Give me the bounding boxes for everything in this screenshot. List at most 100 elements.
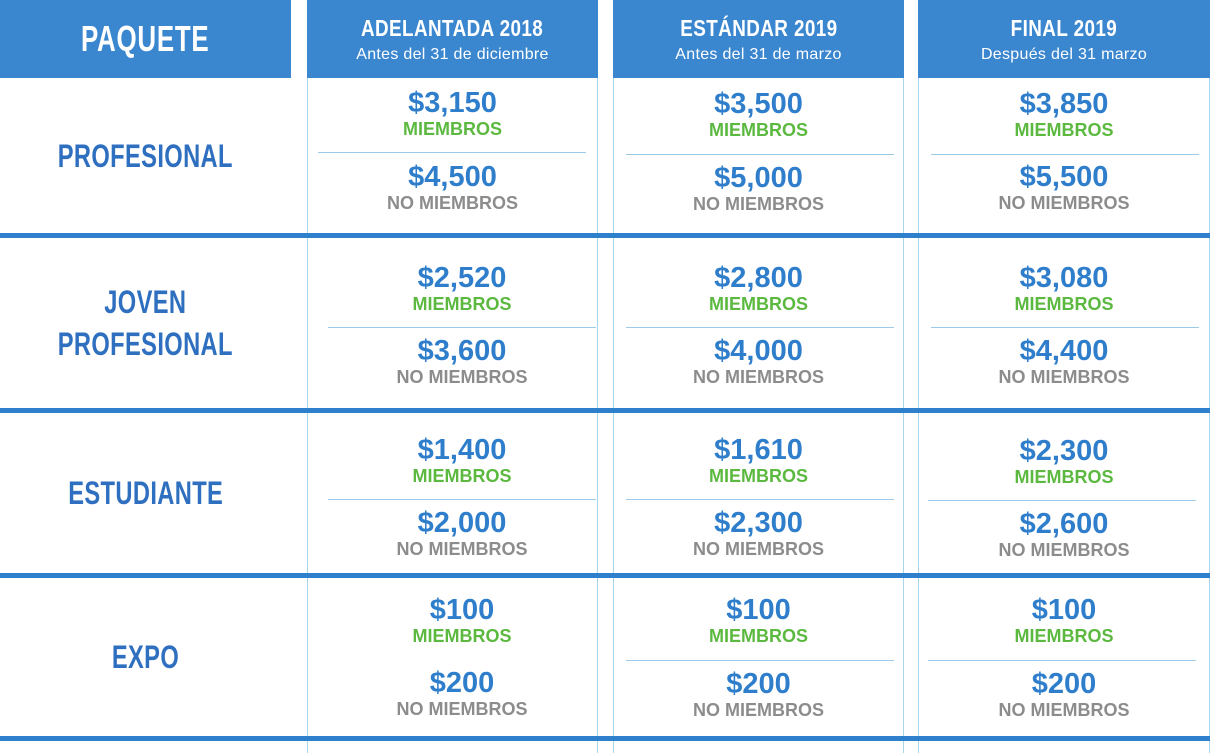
members-label: MIEMBROS [1014,294,1114,314]
price-members: $3,850 MIEMBROS [918,89,1210,141]
price-value: $3,150 [408,87,497,119]
price-divider [928,500,1196,501]
price-divider [928,660,1196,661]
row-separator [0,233,1210,238]
price-value: $100 [429,594,495,626]
price-non-members: $200 NO MIEMBROS [307,668,617,720]
price-divider [328,499,596,500]
price-divider [931,154,1199,155]
price-members: $100 MIEMBROS [307,595,617,647]
members-label: MIEMBROS [1014,626,1114,646]
price-non-members: $4,000 NO MIEMBROS [613,336,904,388]
non-members-label: NO MIEMBROS [692,194,824,214]
price-value: $2,300 [714,507,803,539]
price-members: $100 MIEMBROS [613,595,904,647]
header-tier-final: FINAL 2019 Después del 31 marzo [918,0,1210,78]
members-label: MIEMBROS [1014,120,1114,140]
row-separator [0,736,1210,741]
members-label: MIEMBROS [412,466,512,486]
price-members: $3,080 MIEMBROS [918,263,1210,315]
column-border [613,78,904,753]
tier-name: ADELANTADA 2018 [361,14,544,41]
price-value: $1,610 [714,434,803,466]
price-members: $2,300 MIEMBROS [918,436,1210,488]
row-separator [0,573,1210,578]
package-label: ESTUDIANTE [67,475,223,511]
members-label: MIEMBROS [709,120,808,140]
non-members-label: NO MIEMBROS [998,540,1130,560]
tier-name: ESTÁNDAR 2019 [679,14,838,41]
price-value: $100 [726,594,791,626]
package-label: JOVEN PROFESIONAL [57,284,234,362]
price-value: $5,500 [1019,161,1109,193]
price-value: $200 [429,667,495,699]
price-value: $2,000 [417,507,507,539]
price-divider [626,154,894,155]
price-value: $5,000 [714,162,803,194]
members-label: MIEMBROS [403,119,502,139]
price-non-members: $2,000 NO MIEMBROS [307,508,617,560]
price-value: $100 [1031,594,1097,626]
header-package: PAQUETE [0,0,291,78]
members-label: MIEMBROS [709,626,808,646]
header-package-label: PAQUETE [81,18,210,59]
price-value: $2,300 [1019,435,1109,467]
price-non-members: $5,000 NO MIEMBROS [613,163,904,215]
price-value: $200 [1031,668,1097,700]
price-members: $1,400 MIEMBROS [307,435,617,487]
non-members-label: NO MIEMBROS [692,700,824,720]
price-members: $100 MIEMBROS [918,595,1210,647]
non-members-label: NO MIEMBROS [396,699,528,719]
non-members-label: NO MIEMBROS [396,539,528,559]
price-members: $3,150 MIEMBROS [307,88,598,140]
price-non-members: $5,500 NO MIEMBROS [918,162,1210,214]
members-label: MIEMBROS [1014,467,1114,487]
header-tier-early: ADELANTADA 2018 Antes del 31 de diciembr… [307,0,598,78]
non-members-label: NO MIEMBROS [998,700,1130,720]
non-members-label: NO MIEMBROS [396,367,528,387]
price-value: $2,800 [714,262,803,294]
price-value: $200 [726,668,791,700]
non-members-label: NO MIEMBROS [998,367,1130,387]
package-label: PROFESIONAL [57,137,234,174]
tier-deadline: Antes del 31 de marzo [675,45,842,63]
price-value: $4,400 [1019,335,1109,367]
price-divider [328,327,596,328]
members-label: MIEMBROS [412,626,512,646]
price-value: $4,500 [408,161,497,193]
price-non-members: $2,300 NO MIEMBROS [613,508,904,560]
members-label: MIEMBROS [412,294,512,314]
price-value: $3,080 [1019,262,1109,294]
price-members: $2,520 MIEMBROS [307,263,617,315]
column-border [307,78,598,753]
price-non-members: $4,500 NO MIEMBROS [307,162,598,214]
non-members-label: NO MIEMBROS [692,539,824,559]
tier-deadline: Después del 31 marzo [980,45,1148,63]
price-members: $3,500 MIEMBROS [613,89,904,141]
price-divider [931,327,1199,328]
non-members-label: NO MIEMBROS [998,193,1130,213]
price-non-members: $2,600 NO MIEMBROS [918,509,1210,561]
members-label: MIEMBROS [709,466,808,486]
price-members: $2,800 MIEMBROS [613,263,904,315]
members-label: MIEMBROS [709,294,808,314]
price-divider [318,152,586,153]
non-members-label: NO MIEMBROS [692,367,824,387]
price-divider [626,660,894,661]
price-value: $3,600 [417,335,507,367]
package-label: EXPO [111,639,180,675]
price-divider [626,499,894,500]
price-value: $3,500 [714,88,803,120]
price-divider [626,327,894,328]
price-value: $4,000 [714,335,803,367]
price-value: $1,400 [417,434,507,466]
header-tier-standard: ESTÁNDAR 2019 Antes del 31 de marzo [613,0,904,78]
price-value: $3,850 [1019,88,1109,120]
row-separator [0,408,1210,413]
price-non-members: $4,400 NO MIEMBROS [918,336,1210,388]
tier-deadline: Antes del 31 de diciembre [356,45,549,63]
non-members-label: NO MIEMBROS [386,193,518,213]
price-value: $2,520 [417,262,507,294]
price-non-members: $3,600 NO MIEMBROS [307,336,617,388]
price-non-members: $200 NO MIEMBROS [613,669,904,721]
